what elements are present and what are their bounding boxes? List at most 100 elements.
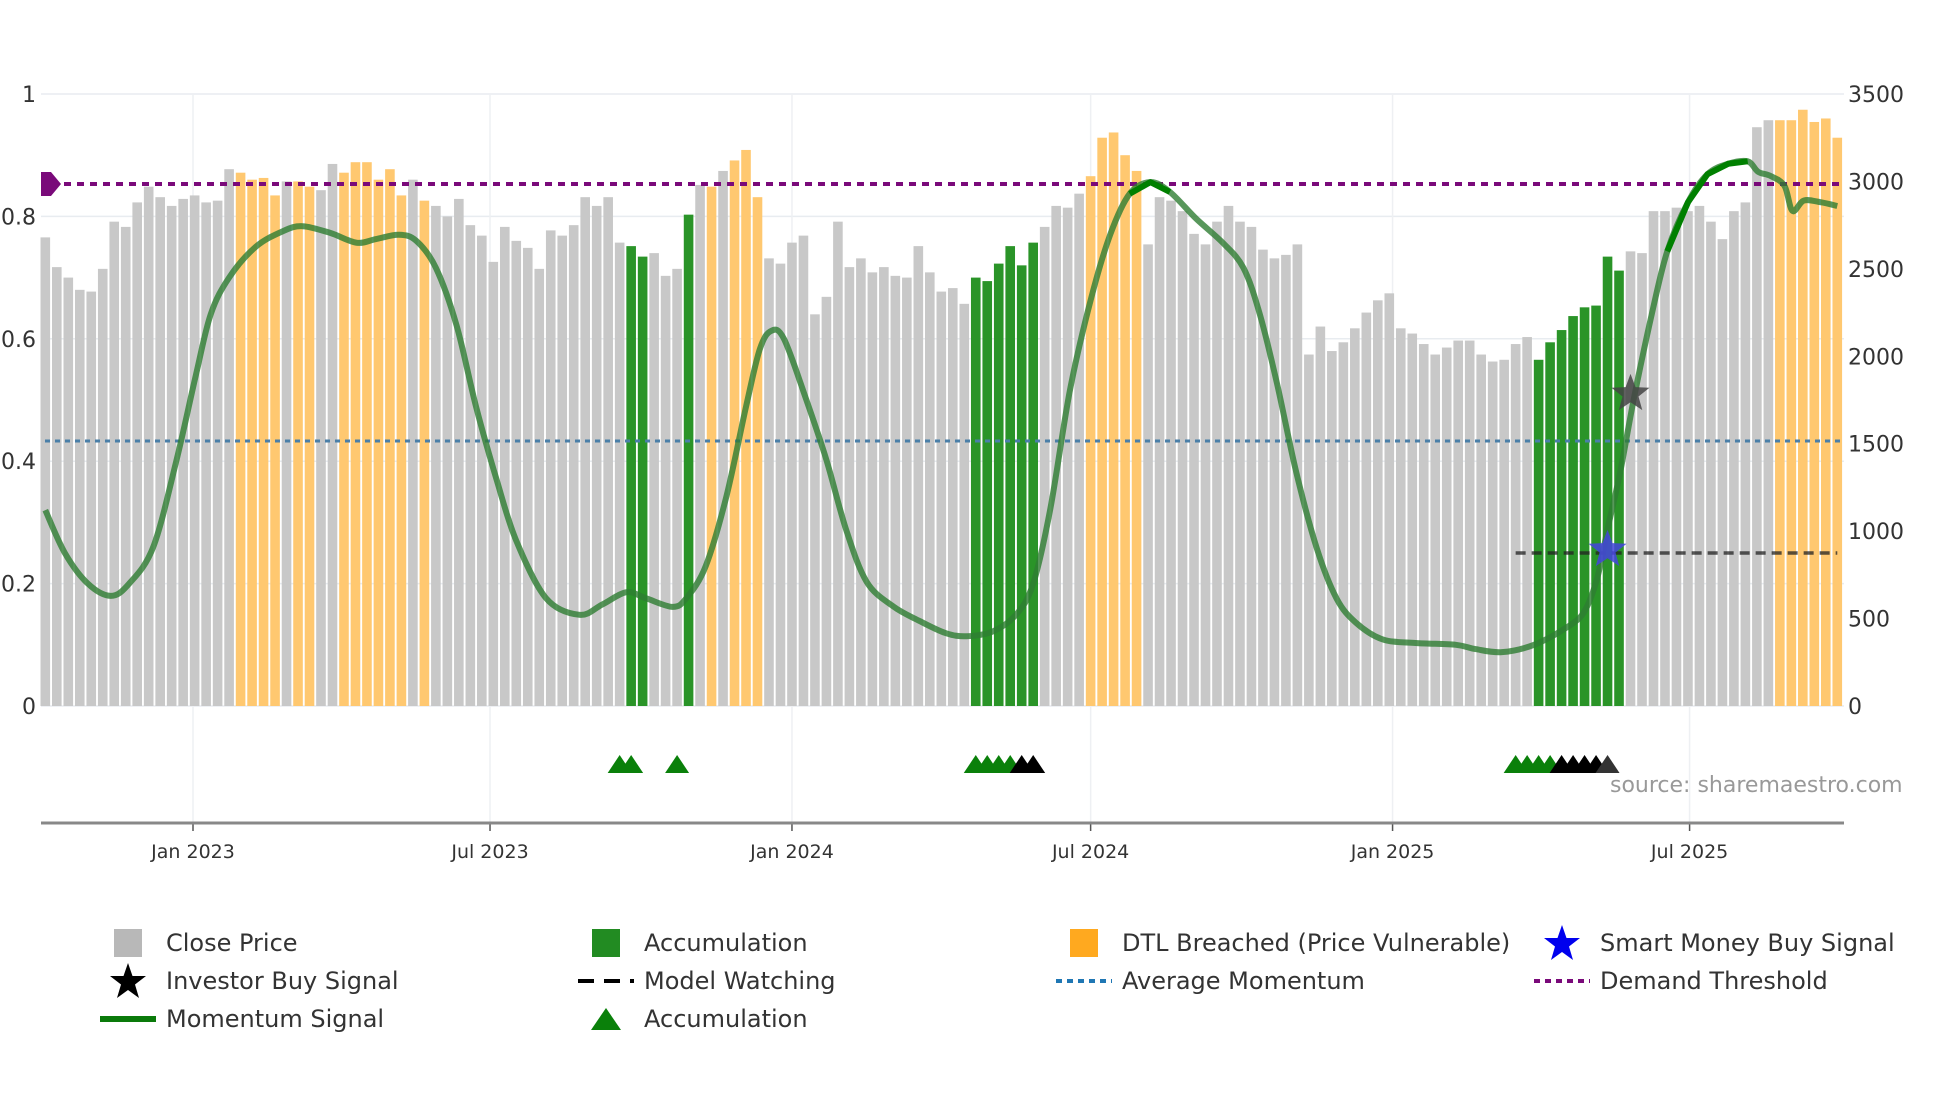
close-price-bar [660, 275, 671, 706]
close-price-bar [695, 184, 705, 706]
dtl-breached-bar [304, 186, 315, 706]
accumulation-bar [1545, 342, 1555, 706]
close-price-bar [1487, 361, 1498, 706]
close-price-bar [74, 289, 85, 706]
dtl-breached-bar [752, 197, 763, 706]
close-price-bar [1384, 293, 1395, 706]
close-price-bar [902, 277, 912, 706]
close-price-bar [1361, 312, 1372, 706]
legend-item-investor-buy: Investor Buy Signal [100, 963, 399, 999]
close-price-bar [316, 190, 326, 706]
close-price-bar [1763, 120, 1774, 706]
source-label: source: sharemaestro.com [1610, 773, 1903, 798]
dtl-breached-bar [1085, 176, 1096, 706]
close-price-bar [557, 235, 568, 707]
legend-label: Investor Buy Signal [166, 967, 399, 995]
close-price-bar [1510, 344, 1521, 706]
dtl-breached-bar [373, 179, 384, 706]
close-price-bar [143, 186, 154, 706]
close-price-bar [1625, 251, 1636, 706]
close-price-bar [511, 240, 522, 706]
accumulation-bar [993, 263, 1004, 706]
accumulation-bar [1016, 265, 1027, 706]
close-price-bar [936, 291, 947, 706]
close-price-bar [408, 179, 418, 706]
close-price-bar [672, 268, 682, 706]
y-left-tick-label: 1 [22, 83, 36, 108]
legend-item-dtl-breached: DTL Breached (Price Vulnerable) [1056, 925, 1510, 961]
legend-label: Accumulation [644, 1005, 808, 1033]
close-price-bar [1062, 207, 1073, 706]
signal-markers [1588, 373, 1650, 567]
dtl-breached-bar [293, 181, 303, 706]
accumulation-bar [1005, 246, 1016, 706]
legend-item-model-watching: Model Watching [578, 963, 836, 999]
accumulation-bar [970, 277, 981, 706]
close-price-bar [86, 291, 97, 706]
legend-label: Smart Money Buy Signal [1600, 929, 1895, 957]
y-right-tick-label: 1000 [1848, 520, 1904, 545]
y-left-tick-label: 0.2 [1, 573, 36, 598]
smart-money-buy-signal-star [1588, 529, 1627, 567]
dtl-breached-bar [1120, 155, 1130, 706]
close-price-bar [166, 205, 177, 706]
x-tick-label: Jul 2025 [1650, 841, 1728, 863]
accumulation-bar [1556, 330, 1567, 706]
legend-item-smart-money: Smart Money Buy Signal [1534, 925, 1895, 961]
close-price-bar [120, 226, 131, 707]
close-price-bar [1189, 233, 1199, 706]
close-price-bar [1706, 221, 1716, 706]
close-price-bar [51, 267, 62, 706]
close-price-bar [1418, 344, 1429, 706]
close-price-bar [718, 170, 728, 707]
close-price-bar [477, 235, 487, 707]
y-right-tick-label: 1500 [1848, 433, 1904, 458]
dtl-breached-bar [362, 162, 372, 707]
legend-item-demand-threshold: Demand Threshold [1534, 963, 1828, 999]
momentum-signal-line [42, 157, 1838, 656]
close-price-bar [1350, 328, 1360, 706]
dtl-breached-bar [1820, 118, 1831, 707]
accumulation-bar [1579, 307, 1590, 706]
dtl-breached-bar [729, 160, 740, 707]
close-price-bar [1039, 226, 1050, 707]
dtl-breached-bar [258, 177, 269, 707]
momentum-signal [42, 157, 1838, 656]
orange-square-icon [1056, 925, 1112, 961]
legend-label: Close Price [166, 929, 298, 957]
close-price-bar [1281, 254, 1291, 706]
close-price-bar [913, 246, 924, 706]
close-price-bar [465, 225, 476, 706]
close-price-bar [1373, 300, 1383, 706]
y-right-tick-label: 0 [1848, 695, 1862, 720]
black-star-icon [100, 963, 156, 999]
close-price-bar [431, 205, 441, 706]
legend-item-accumulation-bar: Accumulation [578, 925, 808, 961]
dtl-breached-bar [1832, 137, 1843, 706]
x-tick-label: Jul 2023 [450, 841, 528, 863]
green-triangle-icon [578, 1001, 634, 1037]
close-price-bar [856, 258, 866, 706]
close-price-bar [821, 296, 832, 706]
reference-lines [41, 171, 1844, 555]
close-price-bar [1694, 205, 1705, 706]
close-price-bar [1740, 202, 1751, 706]
close-price-bar [1717, 239, 1728, 707]
legend-item-close-price: Close Price [100, 925, 298, 961]
close-price-bar [775, 263, 786, 706]
close-price-bar [189, 195, 200, 706]
accumulation-bar [1533, 359, 1544, 706]
accumulation-bar [1591, 305, 1601, 706]
close-price-bar [155, 197, 165, 706]
close-price-bar [764, 258, 774, 706]
close-price-bar [1464, 340, 1475, 706]
close-price-bar [1200, 244, 1211, 706]
close-price-bar [890, 275, 901, 706]
y-right-tick-label: 3000 [1848, 170, 1904, 195]
blue-star-icon [1534, 925, 1590, 961]
dtl-breached-bar [396, 195, 407, 706]
dtl-breached-bar [385, 169, 395, 706]
close-price-bar [947, 288, 958, 706]
close-price-bar [1637, 253, 1647, 706]
dtl-breached-bar [270, 195, 280, 706]
